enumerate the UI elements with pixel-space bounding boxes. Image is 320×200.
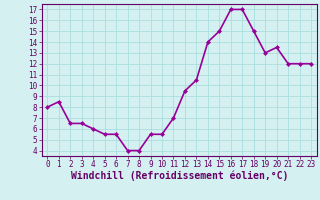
X-axis label: Windchill (Refroidissement éolien,°C): Windchill (Refroidissement éolien,°C) (70, 171, 288, 181)
